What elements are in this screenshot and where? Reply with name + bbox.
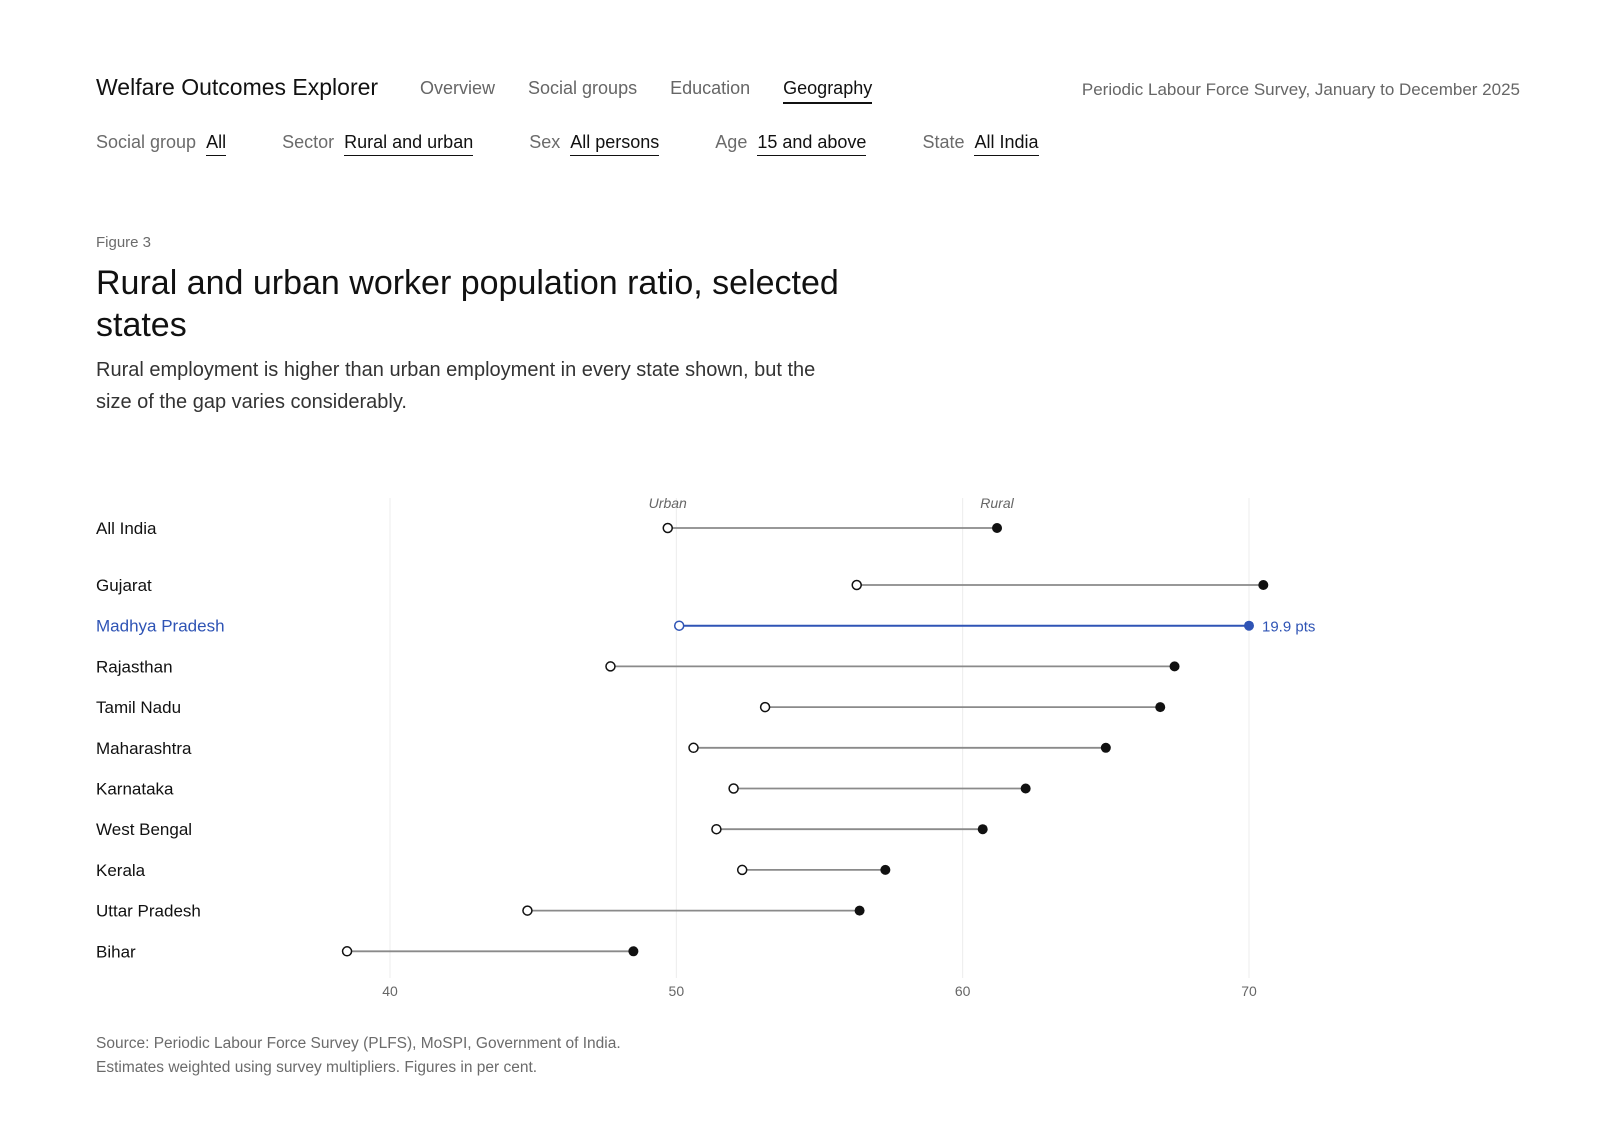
- urban-point: [673, 620, 685, 631]
- rural-point: [854, 905, 865, 916]
- rural-series-label: Rural: [980, 495, 1014, 511]
- x-tick-label: 70: [1241, 983, 1257, 999]
- filter-value[interactable]: All India: [974, 132, 1039, 156]
- main-nav: Overview Social groups Education Geograp…: [420, 78, 873, 104]
- row-label: West Bengal: [96, 820, 192, 839]
- nav-overview[interactable]: Overview: [420, 78, 496, 98]
- filter-value[interactable]: All persons: [570, 132, 660, 156]
- row-label: All India: [96, 519, 157, 538]
- row-label: Bihar: [96, 942, 136, 961]
- filter-state[interactable]: State All India: [922, 132, 1039, 156]
- dumbbell-chart: 40 50 60 70 Urban Rural All India Gujarat Madhya…: [96, 495, 1315, 999]
- figure-title: Rural and urban worker population ratio,…: [96, 264, 839, 344]
- rural-point: [1100, 742, 1111, 753]
- filter-age[interactable]: Age 15 and above: [715, 132, 867, 156]
- urban-point: [851, 579, 862, 591]
- filter-label: State: [922, 132, 965, 152]
- filter-sector[interactable]: Sector Rural and urban: [282, 132, 474, 156]
- rural-point: [1244, 620, 1254, 631]
- urban-point: [662, 522, 673, 534]
- urban-point: [605, 661, 616, 672]
- row-label: Uttar Pradesh: [96, 902, 201, 921]
- urban-point: [759, 701, 771, 713]
- filter-value[interactable]: All: [206, 132, 227, 156]
- nav-social-groups[interactable]: Social groups: [528, 78, 638, 98]
- rural-point: [628, 946, 639, 957]
- figure-number: Figure 3: [96, 234, 152, 251]
- rural-point: [1169, 661, 1180, 672]
- urban-point: [341, 946, 353, 957]
- filter-value[interactable]: Rural and urban: [344, 132, 474, 156]
- nav-geography[interactable]: Geography: [783, 78, 873, 104]
- row-label: Karnataka: [96, 780, 174, 799]
- filter-bar: Social group All Sector Rural and urban …: [96, 132, 1039, 156]
- survey-label: Periodic Labour Force Survey, January to…: [1081, 80, 1520, 99]
- row-label: Rajasthan: [96, 657, 173, 676]
- filter-label: Age: [715, 132, 748, 152]
- source-line: Source: Periodic Labour Force Survey (PL…: [96, 1035, 621, 1052]
- rural-point: [1155, 702, 1166, 713]
- urban-point: [522, 905, 533, 916]
- filter-label: Social group: [96, 132, 197, 152]
- filter-label: Sector: [282, 132, 335, 152]
- x-tick-label: 40: [382, 983, 398, 999]
- row-label: Tamil Nadu: [96, 698, 181, 717]
- rural-point: [992, 523, 1003, 533]
- row-label: Maharashtra: [96, 739, 192, 758]
- filter-label: Sex: [529, 132, 561, 152]
- row-label: Kerala: [96, 861, 146, 880]
- urban-point: [711, 823, 722, 835]
- nav-education[interactable]: Education: [670, 78, 751, 98]
- urban-point: [728, 783, 739, 794]
- source-note: Source: Periodic Labour Force Survey (PL…: [96, 1032, 621, 1080]
- figure-subtitle: Rural employment is higher than urban em…: [96, 359, 816, 413]
- x-tick-label: 60: [955, 983, 971, 999]
- source-line: Estimates weighted using survey multipli…: [96, 1059, 538, 1076]
- filter-value[interactable]: 15 and above: [757, 132, 867, 156]
- x-tick-label: 50: [669, 983, 685, 999]
- filter-social-group[interactable]: Social group All: [96, 132, 227, 156]
- app-title: Welfare Outcomes Explorer: [96, 74, 379, 100]
- rural-point: [1020, 783, 1031, 794]
- filter-sex[interactable]: Sex All persons: [529, 132, 660, 156]
- gap-annotation: 19.9 pts: [1262, 619, 1315, 636]
- rural-point: [1258, 580, 1269, 590]
- rural-point: [977, 824, 988, 835]
- rural-point: [880, 864, 891, 875]
- row-label: Madhya Pradesh: [96, 617, 225, 636]
- urban-point: [688, 742, 699, 754]
- urban-point: [736, 864, 748, 876]
- urban-series-label: Urban: [649, 495, 687, 511]
- row-label: Gujarat: [96, 576, 152, 595]
